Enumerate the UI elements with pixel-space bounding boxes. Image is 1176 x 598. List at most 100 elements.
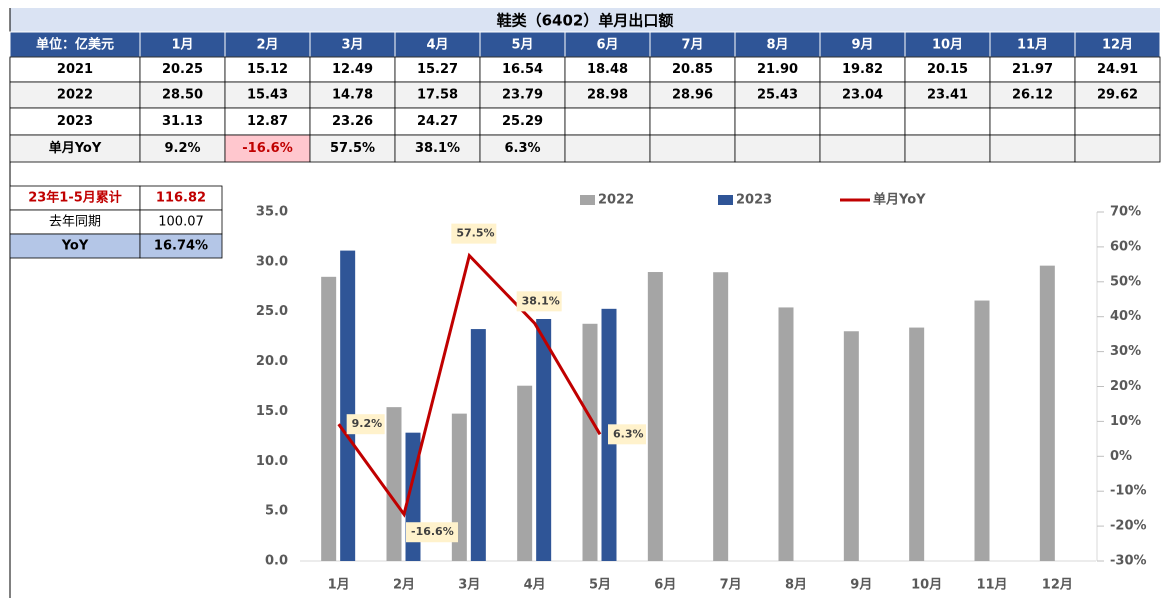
header-cell [139, 31, 226, 58]
table-cell [224, 56, 311, 83]
table-cell [309, 107, 396, 136]
cell-text: 23.41 [927, 88, 968, 103]
cell-text: 25.43 [757, 88, 798, 103]
bar [909, 327, 925, 561]
x-tick-label: 3月 [458, 578, 480, 593]
cell-text: 31.13 [162, 114, 203, 129]
cell-text: 26.12 [1012, 88, 1053, 103]
data-label: 38.1% [522, 294, 560, 307]
y-tick-label: 5.0 [265, 504, 288, 519]
x-tick-label: 12月 [1042, 578, 1073, 593]
legend-label: 单月YoY [873, 192, 926, 208]
summary-text: 16.74% [154, 239, 208, 254]
table-cell [1074, 134, 1161, 163]
y-tick-label: 30.0 [256, 254, 288, 269]
summary-cell [139, 209, 223, 235]
cell-text: 6.3% [504, 141, 540, 156]
cell-text: 28.98 [587, 88, 628, 103]
header-text: 单位：亿美元 [36, 37, 114, 53]
cell-text: 2021 [57, 62, 93, 77]
cell-text: 23.26 [332, 114, 373, 129]
table-cell [904, 81, 991, 109]
cell-text: 28.50 [162, 88, 203, 103]
x-tick-label: 9月 [850, 578, 872, 593]
table-cell [904, 134, 991, 163]
y-tick-label: 20.0 [256, 354, 288, 369]
title-row [10, 8, 1160, 32]
y-tick-label: 35.0 [256, 205, 288, 220]
y-tick-label: 25.0 [256, 304, 288, 319]
header-text: 11月 [1017, 38, 1048, 53]
cell-text: 20.85 [672, 62, 713, 77]
legend-swatch [718, 195, 733, 205]
table-cell [479, 81, 566, 109]
y2-tick-label: -10% [1110, 484, 1147, 499]
summary-cell [9, 185, 141, 211]
header-text: 3月 [341, 38, 363, 53]
table-cell [479, 107, 566, 136]
cell-text: 19.82 [842, 62, 883, 77]
cell-text: 23.79 [502, 88, 543, 103]
x-tick-label: 8月 [785, 578, 807, 593]
data-label-box [516, 291, 562, 312]
y2-tick-label: -30% [1110, 554, 1147, 569]
summary-text: 去年同期 [49, 215, 101, 230]
summary-cell [9, 233, 141, 259]
table-cell [394, 134, 481, 163]
header-cell [394, 31, 481, 58]
y2-tick-label: -20% [1110, 519, 1147, 534]
header-text: 4月 [426, 38, 448, 53]
bar [517, 385, 533, 561]
summary-cell [139, 233, 223, 259]
x-tick-label: 11月 [976, 578, 1007, 593]
header-cell [904, 31, 991, 58]
cell-text: 25.29 [502, 114, 543, 129]
cell-text: 38.1% [415, 141, 460, 156]
table-cell [734, 134, 821, 163]
legend-label: 2022 [598, 193, 634, 208]
data-label-box [608, 424, 646, 445]
header-text: 12月 [1102, 38, 1133, 53]
summary-text: YoY [61, 239, 89, 254]
cell-text: 29.62 [1097, 88, 1138, 103]
legend-swatch [580, 195, 595, 205]
table-cell [564, 134, 651, 163]
cell-text: 15.43 [247, 88, 288, 103]
bar [974, 300, 990, 561]
y2-tick-label: 10% [1110, 414, 1141, 429]
summary-text: 116.82 [156, 191, 206, 206]
header-text: 2月 [256, 38, 278, 53]
bar [843, 331, 859, 561]
bar [1039, 265, 1055, 561]
cell-text: 15.12 [247, 62, 288, 77]
summary-text: 100.07 [158, 215, 204, 230]
table-cell [734, 107, 821, 136]
data-label-box [406, 522, 458, 543]
summary-text: 23年1-5月累计 [28, 190, 122, 206]
table-cell [564, 81, 651, 109]
cell-text: 单月YoY [49, 140, 102, 156]
cell-text: 28.96 [672, 88, 713, 103]
y-tick-label: 0.0 [265, 554, 288, 569]
table-cell [649, 56, 736, 83]
table-cell [139, 134, 226, 163]
table-cell [564, 107, 651, 136]
cell-text: 2023 [57, 114, 93, 129]
header-text: 10月 [932, 38, 963, 53]
y2-tick-label: 50% [1110, 274, 1141, 289]
line [337, 252, 602, 518]
bar [470, 329, 486, 561]
data-label: 57.5% [456, 227, 494, 240]
cell-text: 24.27 [417, 114, 458, 129]
table-cell [819, 81, 906, 109]
table-cell [9, 56, 141, 83]
x-tick-label: 7月 [720, 578, 742, 593]
table-cell [819, 107, 906, 136]
x-tick-label: 5月 [589, 578, 611, 593]
cell-text: -16.6% [242, 141, 293, 156]
table-cell [309, 134, 396, 163]
data-label-box [346, 414, 385, 435]
bar [321, 276, 337, 561]
x-tick-label: 10月 [911, 578, 942, 593]
cell-text: 21.97 [1012, 62, 1053, 77]
